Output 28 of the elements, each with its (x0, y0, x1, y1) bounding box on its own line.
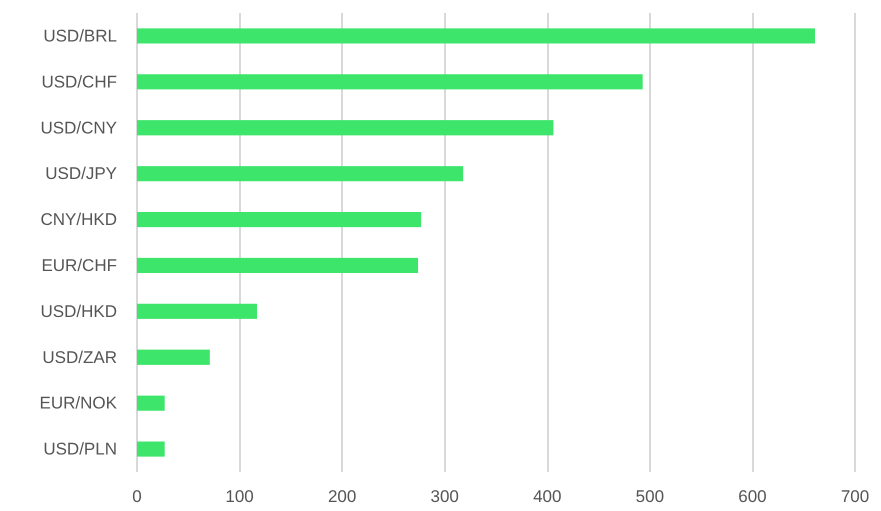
x-tick-label: 400 (533, 487, 562, 506)
y-tick-label: CNY/HKD (40, 210, 117, 230)
y-tick-label: EUR/CHF (41, 256, 117, 275)
y-tick-label: USD/PLN (43, 440, 117, 459)
bar (137, 350, 210, 365)
bar (137, 304, 258, 319)
bar (137, 212, 422, 228)
bar (137, 28, 815, 44)
bar (137, 120, 554, 136)
y-tick-label: USD/JPY (45, 164, 117, 184)
x-tick-label: 0 (132, 487, 142, 506)
bar (137, 441, 165, 457)
y-tick-label: USD/BRL (43, 26, 117, 46)
x-tick-label: 700 (840, 487, 870, 506)
x-tick-label: 500 (636, 487, 664, 506)
y-tick-label: USD/HKD (40, 302, 117, 321)
x-tick-label: 600 (738, 487, 767, 506)
y-tick-label: USD/ZAR (42, 348, 117, 367)
bar (137, 74, 643, 90)
y-tick-label: USD/CHF (41, 72, 117, 92)
x-tick-label: 200 (328, 487, 356, 506)
y-tick-label: USD/CNY (40, 118, 117, 138)
bar (137, 166, 464, 182)
x-tick-label: 300 (430, 487, 459, 506)
y-tick-label: EUR/NOK (40, 394, 118, 413)
bar (137, 258, 418, 274)
bar (137, 396, 165, 411)
x-tick-label: 100 (225, 487, 254, 506)
